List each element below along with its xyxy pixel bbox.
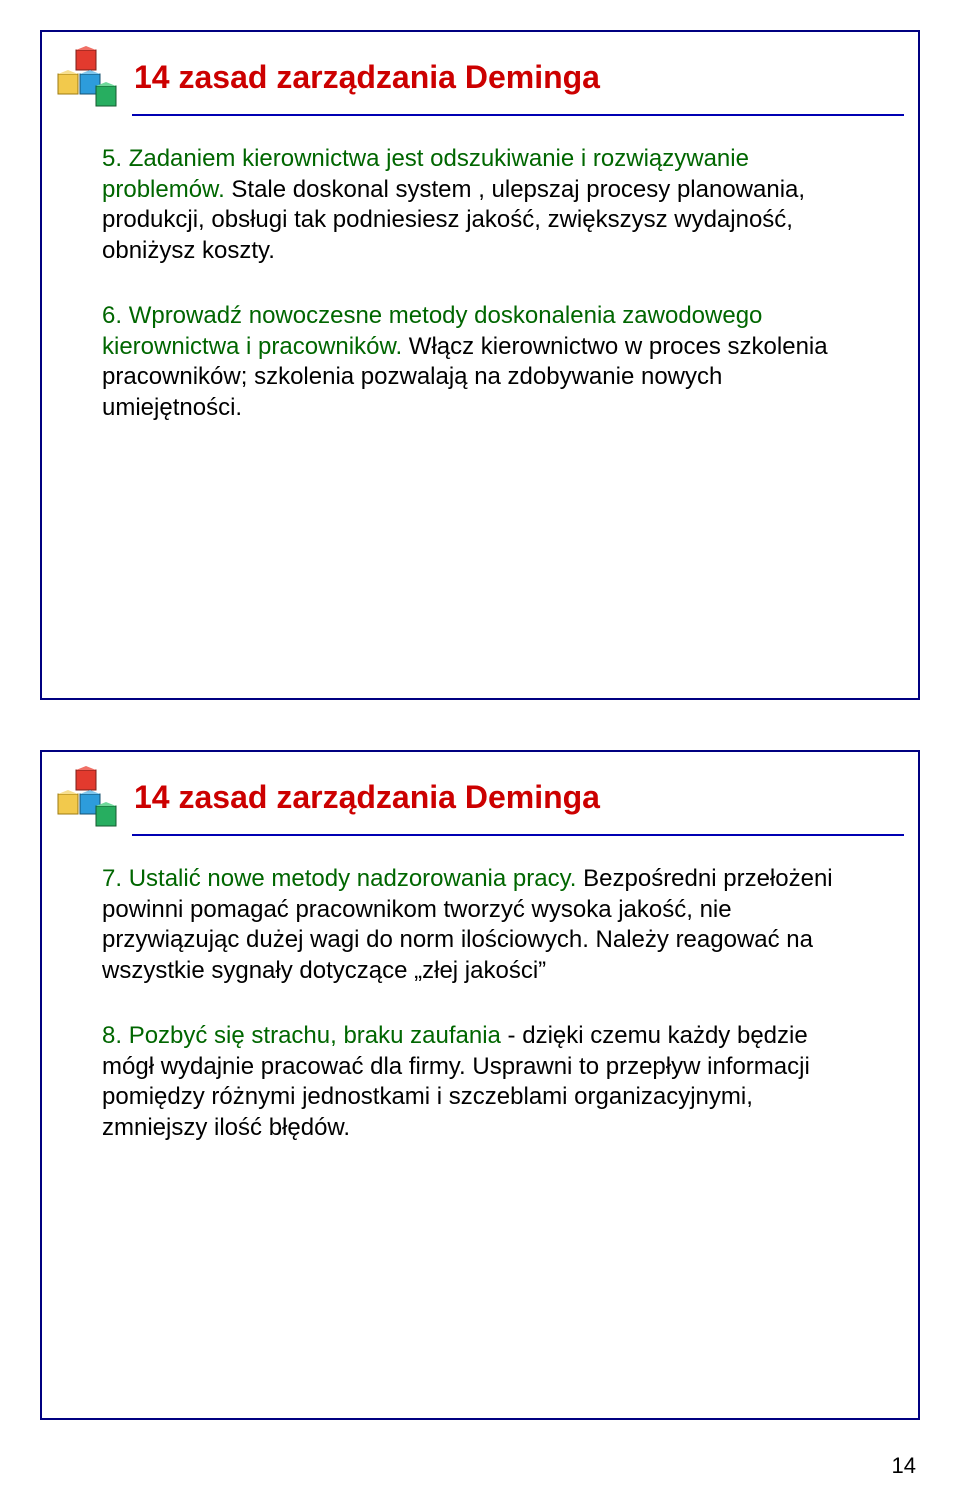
slide-2: 14 zasad zarządzania Deminga 7. Ustalić …: [40, 750, 920, 1420]
item-number: 5.: [102, 145, 122, 172]
list-item: 8. Pozbyć się strachu, braku zaufania - …: [102, 1021, 858, 1144]
slide-1-content: 5. Zadaniem kierownictwa jest odszukiwan…: [42, 116, 918, 478]
slide-2-content: 7. Ustalić nowe metody nadzorowania prac…: [42, 836, 918, 1198]
item-lead: Ustalić nowe metody nadzorowania pracy.: [129, 865, 577, 892]
slide-1-header: 14 zasad zarządzania Deminga: [42, 32, 918, 112]
list-item: 7. Ustalić nowe metody nadzorowania prac…: [102, 864, 858, 987]
item-number: 6.: [102, 302, 122, 329]
list-item: 6. Wprowadź nowoczesne metody doskonalen…: [102, 301, 858, 424]
blocks-icon: [56, 766, 118, 828]
item-number: 7.: [102, 865, 122, 892]
page: 14 zasad zarządzania Deminga 5. Zadaniem…: [0, 0, 960, 1497]
item-lead: Pozbyć się strachu, braku zaufania: [129, 1022, 501, 1049]
item-number: 8.: [102, 1022, 122, 1049]
slide-1: 14 zasad zarządzania Deminga 5. Zadaniem…: [40, 30, 920, 700]
slide-2-title: 14 zasad zarządzania Deminga: [134, 779, 600, 816]
slide-2-header: 14 zasad zarządzania Deminga: [42, 752, 918, 832]
list-item: 5. Zadaniem kierownictwa jest odszukiwan…: [102, 144, 858, 267]
slide-1-title: 14 zasad zarządzania Deminga: [134, 59, 600, 96]
blocks-icon: [56, 46, 118, 108]
page-number: 14: [892, 1453, 916, 1479]
